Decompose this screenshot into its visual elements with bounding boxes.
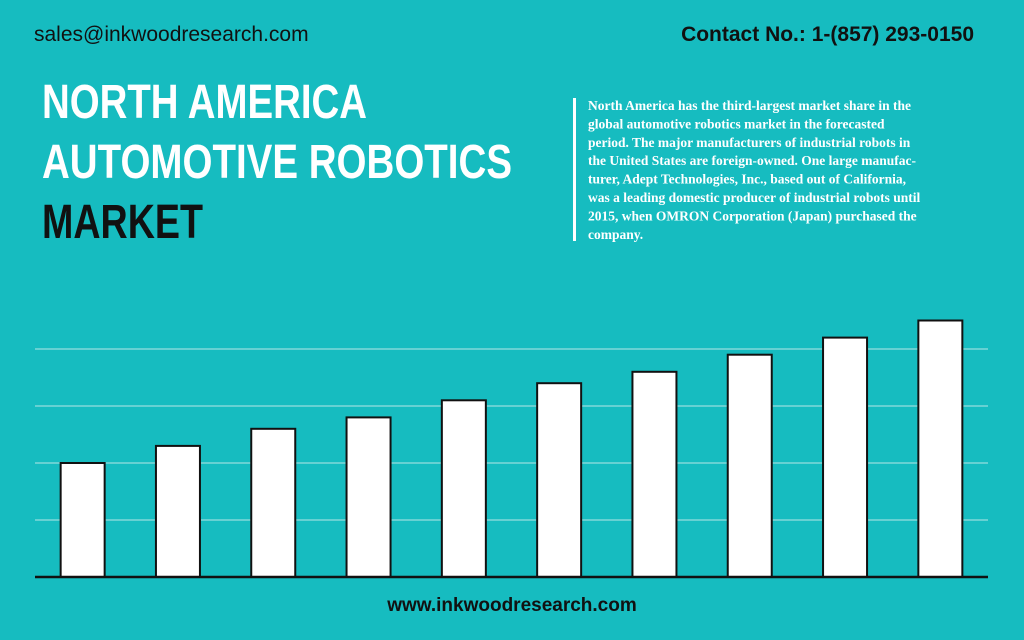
contact: Contact No.: 1-(857) 293-0150 bbox=[681, 23, 974, 46]
bar bbox=[440, 399, 487, 578]
bar bbox=[631, 370, 678, 578]
bar bbox=[59, 462, 106, 578]
description-line: period. The major manufacturers of indus… bbox=[588, 135, 911, 150]
description-line: company. bbox=[588, 227, 643, 242]
email: sales@inkwoodresearch.com bbox=[34, 23, 309, 46]
description-line: global automotive robotics market in the… bbox=[588, 116, 885, 131]
quote-bar bbox=[573, 98, 576, 241]
description-line: was a leading domestic producer of indus… bbox=[588, 190, 921, 205]
description-line: North America has the third-largest mark… bbox=[588, 98, 911, 113]
description-line: turer, Adept Technologies, Inc., based o… bbox=[588, 172, 906, 187]
plot bbox=[35, 319, 988, 579]
title-line: AUTOMOTIVE ROBOTICS bbox=[42, 136, 512, 189]
title-line: MARKET bbox=[42, 196, 203, 249]
bar bbox=[345, 416, 392, 578]
description-line: 2015, when OMRON Corporation (Japan) pur… bbox=[588, 208, 917, 223]
bar bbox=[154, 444, 201, 578]
bar bbox=[822, 336, 869, 578]
description: North America has the third-largest mark… bbox=[588, 98, 921, 242]
bar bbox=[250, 427, 297, 578]
title-line: NORTH AMERICA bbox=[42, 76, 367, 129]
bar bbox=[917, 319, 964, 578]
website: www.inkwoodresearch.com bbox=[386, 595, 637, 616]
bar bbox=[536, 382, 583, 579]
description-line: the United States are foreign-owned. One… bbox=[588, 153, 916, 168]
bar bbox=[726, 353, 773, 579]
